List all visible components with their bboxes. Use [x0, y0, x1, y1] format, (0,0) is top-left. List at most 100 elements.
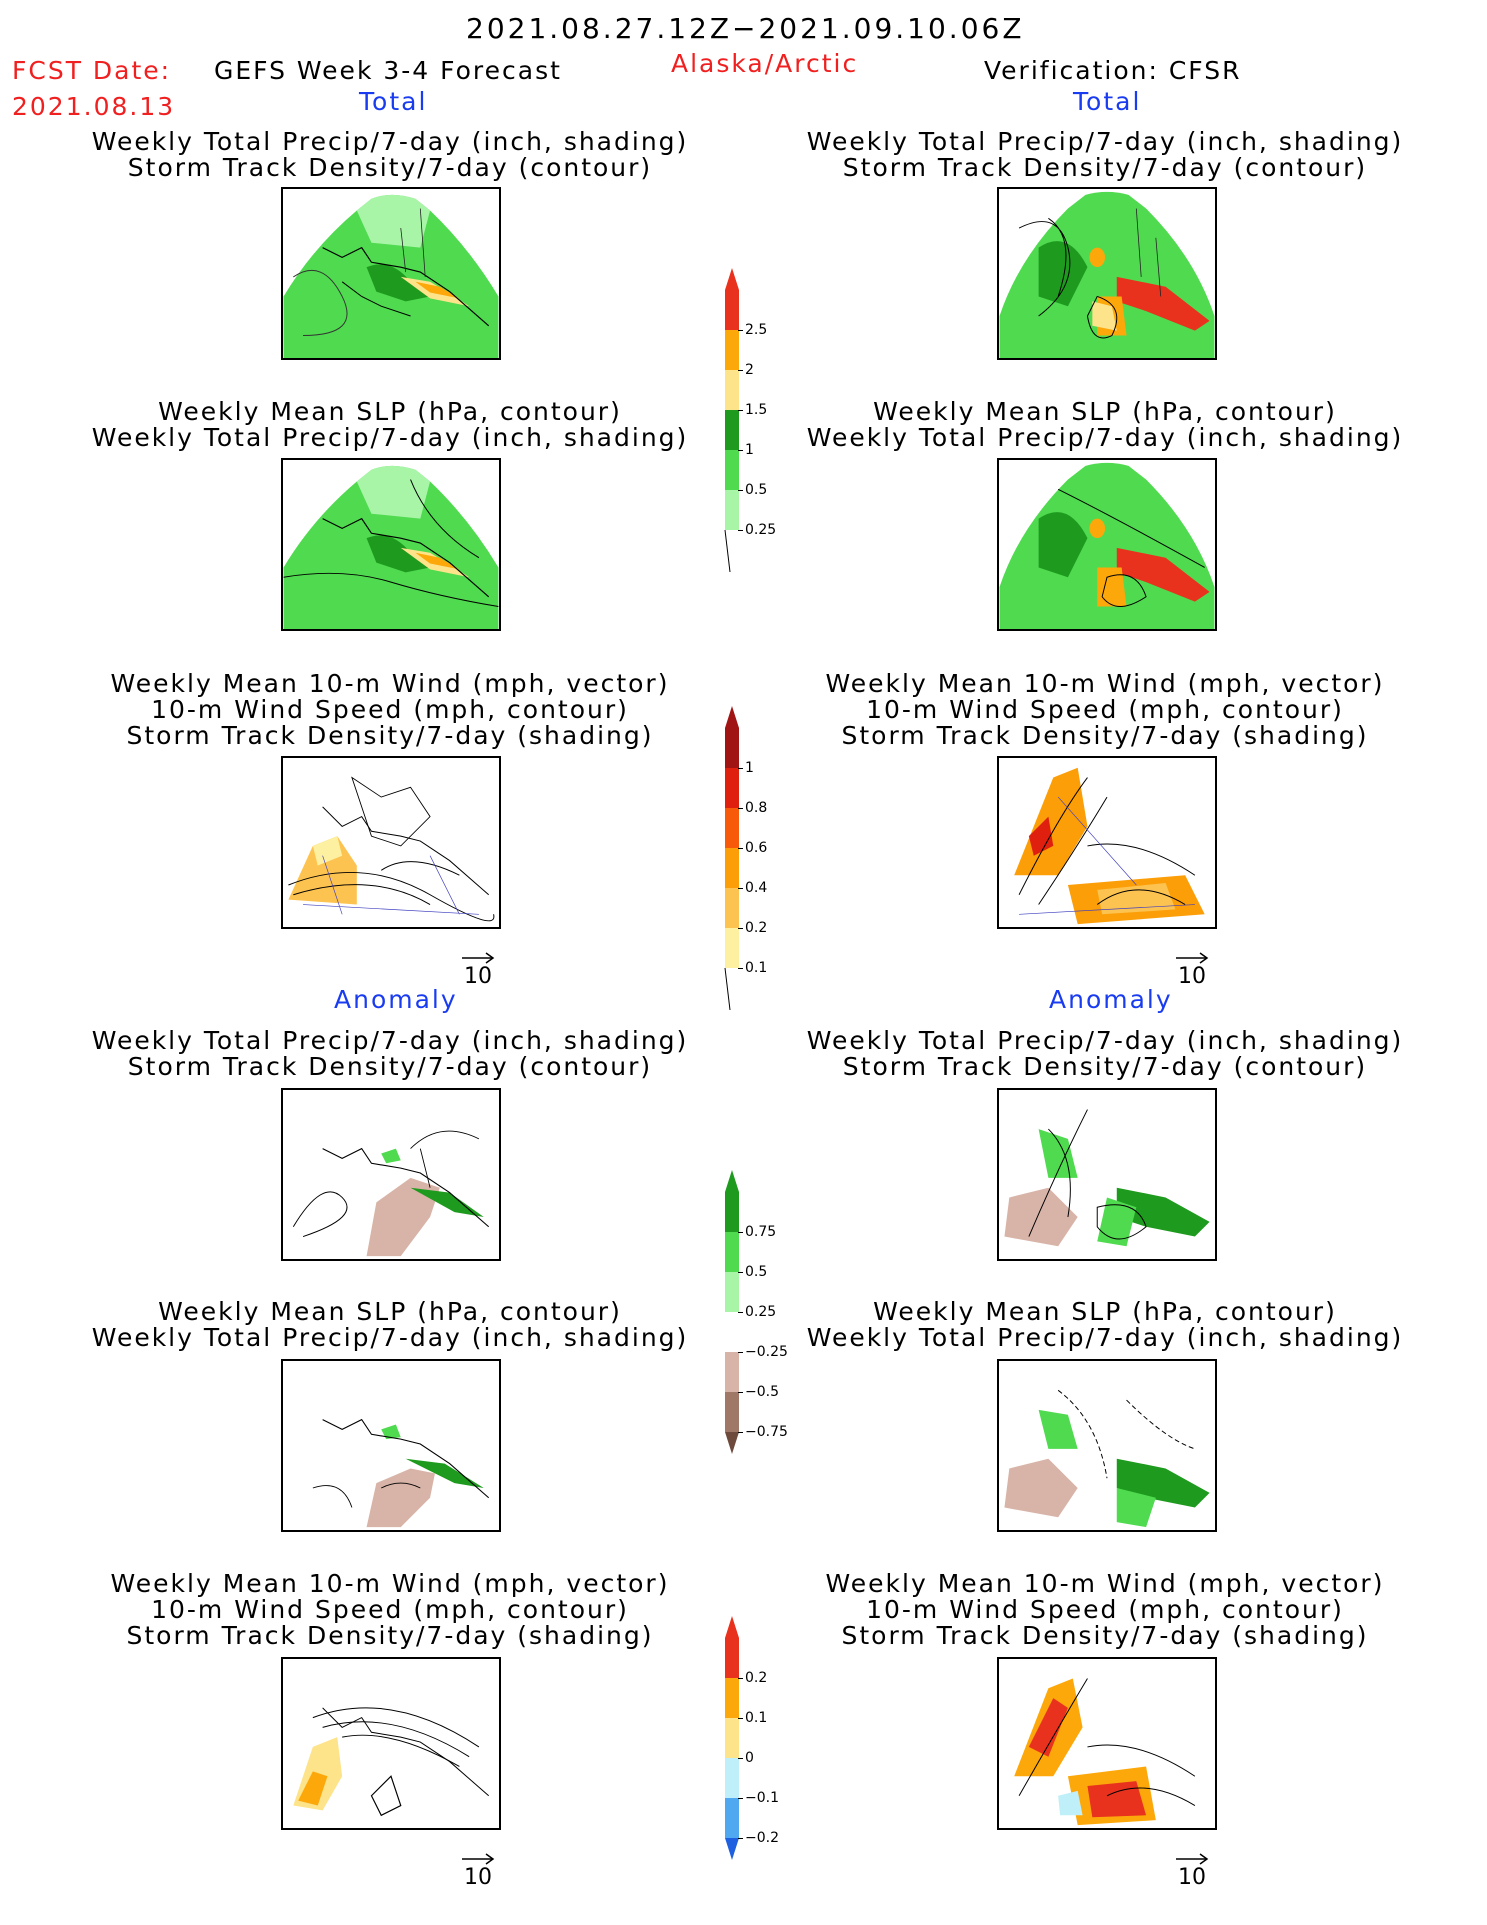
arrow-right-icon — [1176, 1853, 1209, 1865]
colorbar-segment — [725, 268, 739, 290]
colorbar-segment — [725, 1798, 739, 1838]
panel-title-r4-c1-l2: Storm Track Density/7-day (contour) — [127, 1052, 653, 1081]
map-wind-anom-fcst — [281, 1657, 501, 1830]
colorbar-segment — [725, 410, 739, 450]
map-slp-precip-total-cfsr — [997, 458, 1217, 631]
panel-title-r2-c2-l1: Weekly Mean SLP (hPa, contour) — [873, 397, 1337, 426]
colorbar-tick-label: 1 — [745, 442, 754, 458]
panel-title-r3-c2-l3: Storm Track Density/7-day (shading) — [841, 721, 1369, 750]
colorbar-segment — [725, 330, 739, 370]
colorbar-segment — [725, 1232, 739, 1272]
vector-reference-arrow: 10 — [1176, 1853, 1210, 1890]
panel-title-r4-c1-l1: Weekly Total Precip/7-day (inch, shading… — [91, 1026, 689, 1055]
colorbar-tick-label: 0.5 — [745, 482, 768, 498]
panel-title-r1-c1-l2: Storm Track Density/7-day (contour) — [127, 153, 653, 182]
map-precip-std-anom-fcst — [281, 1088, 501, 1261]
colorbar-tick-label: −0.25 — [745, 1344, 788, 1360]
panel-title-r6-c2-l1: Weekly Mean 10-m Wind (mph, vector) — [825, 1569, 1385, 1598]
fcst-date-label: FCST Date: — [12, 56, 172, 85]
panel-title-r2-c2-l2: Weekly Total Precip/7-day (inch, shading… — [806, 423, 1404, 452]
panel-title-r3-c2-l1: Weekly Mean 10-m Wind (mph, vector) — [825, 669, 1385, 698]
section-total-right: Total — [1073, 87, 1142, 116]
colorbar-precip-total: 2.5 2 1.5 1 0.5 0.25 — [724, 268, 814, 572]
arrow-right-icon — [462, 952, 495, 964]
colorbar-std-total: 1 0.8 0.6 0.4 0.2 0.1 — [724, 706, 814, 1010]
colorbar-segment — [725, 1758, 739, 1798]
colorbar-std-anom: 0.2 0.1 0 −0.1 −0.2 — [724, 1616, 814, 1900]
panel-title-r2-c1-l2: Weekly Total Precip/7-day (inch, shading… — [91, 423, 689, 452]
panel-title-r3-c1-l1: Weekly Mean 10-m Wind (mph, vector) — [110, 669, 670, 698]
panel-title-r1-c2-l1: Weekly Total Precip/7-day (inch, shading… — [806, 127, 1404, 156]
period-title: 2021.08.27.12Z−2021.09.10.06Z — [466, 12, 1025, 45]
colorbar-tick-label: 0.75 — [745, 1224, 777, 1240]
colorbar-segment — [725, 490, 739, 530]
colorbar-tick-label: −0.1 — [745, 1790, 779, 1806]
map-slp-precip-anom-cfsr — [997, 1359, 1217, 1532]
colorbar-segment — [725, 706, 739, 728]
panel-title-r5-c1-l2: Weekly Total Precip/7-day (inch, shading… — [91, 1323, 689, 1352]
map-slp-precip-total-fcst — [281, 458, 501, 631]
arrow-right-icon — [1176, 952, 1209, 964]
colorbar-tick-label: 1.5 — [745, 402, 768, 418]
colorbar-segment — [725, 1616, 739, 1638]
colorbar-segment — [725, 848, 739, 888]
map-wind-anom-cfsr — [997, 1657, 1217, 1830]
fcst-date: 2021.08.13 — [12, 92, 176, 121]
colorbar-segment — [725, 1392, 739, 1432]
panel-title-r4-c2-l2: Storm Track Density/7-day (contour) — [842, 1052, 1368, 1081]
colorbar-precip-anom: 0.75 0.5 0.25 −0.25 −0.5 −0.75 — [724, 1170, 814, 1494]
colorbar-segment — [725, 1312, 739, 1352]
section-total-left: Total — [359, 87, 428, 116]
colorbar-tick-label: 0.2 — [745, 920, 768, 936]
region-title: Alaska/Arctic — [671, 49, 859, 78]
colorbar-tick-label: 2 — [745, 362, 754, 378]
section-anomaly-left: Anomaly — [334, 985, 458, 1014]
colorbar-segment — [725, 1678, 739, 1718]
panel-title-r1-c1-l1: Weekly Total Precip/7-day (inch, shading… — [91, 127, 689, 156]
map-precip-std-total-cfsr — [997, 187, 1217, 360]
colorbar-segment — [725, 1352, 739, 1392]
map-precip-std-total-fcst — [281, 187, 501, 360]
vector-reference-label: 10 — [1178, 964, 1206, 989]
colorbar-segment — [725, 450, 739, 490]
panel-title-r6-c1-l3: Storm Track Density/7-day (shading) — [126, 1621, 654, 1650]
colorbar-segment — [725, 1838, 739, 1860]
colorbar-segment — [725, 888, 739, 928]
colorbar-segment — [725, 1718, 739, 1758]
colorbar-segment — [725, 928, 739, 968]
panel-title-r6-c1-l2: 10-m Wind Speed (mph, contour) — [151, 1595, 629, 1624]
panel-title-r2-c1-l1: Weekly Mean SLP (hPa, contour) — [158, 397, 622, 426]
panel-title-r5-c2-l2: Weekly Total Precip/7-day (inch, shading… — [806, 1323, 1404, 1352]
model-title: GEFS Week 3-4 Forecast — [214, 56, 562, 85]
vector-reference-arrow: 10 — [1176, 952, 1210, 989]
vector-reference-label: 10 — [464, 964, 492, 989]
panel-title-r3-c1-l2: 10-m Wind Speed (mph, contour) — [151, 695, 629, 724]
colorbar-segment — [725, 370, 739, 410]
colorbar-segment — [725, 1432, 739, 1454]
colorbar-tick-label: 0.8 — [745, 800, 768, 816]
vector-reference-label: 10 — [1178, 1865, 1206, 1890]
colorbar-segment — [725, 290, 739, 330]
colorbar-segment — [725, 1192, 739, 1232]
colorbar-segment — [725, 1272, 739, 1312]
panel-title-r6-c2-l3: Storm Track Density/7-day (shading) — [841, 1621, 1369, 1650]
colorbar-tick-label: 0.1 — [745, 960, 768, 976]
verification-title: Verification: CFSR — [984, 56, 1242, 85]
arrow-right-icon — [462, 1853, 495, 1865]
colorbar-tick-label: −0.5 — [745, 1384, 779, 1400]
vector-reference-arrow: 10 — [462, 1853, 496, 1890]
panel-title-r1-c2-l2: Storm Track Density/7-day (contour) — [842, 153, 1368, 182]
colorbar-tick-label: 0.4 — [745, 880, 768, 896]
colorbar-segment — [725, 728, 739, 768]
map-slp-precip-anom-fcst — [281, 1359, 501, 1532]
colorbar-tick-label: 1 — [745, 760, 754, 776]
panel-title-r3-c2-l2: 10-m Wind Speed (mph, contour) — [866, 695, 1344, 724]
panel-title-r4-c2-l1: Weekly Total Precip/7-day (inch, shading… — [806, 1026, 1404, 1055]
colorbar-segment — [725, 808, 739, 848]
map-precip-std-anom-cfsr — [997, 1088, 1217, 1261]
map-wind-total-fcst — [281, 756, 501, 929]
section-anomaly-right: Anomaly — [1049, 985, 1173, 1014]
vector-reference-arrow: 10 — [462, 952, 496, 989]
colorbar-tick-label: 0.25 — [745, 522, 777, 538]
colorbar-segment — [725, 1170, 739, 1192]
